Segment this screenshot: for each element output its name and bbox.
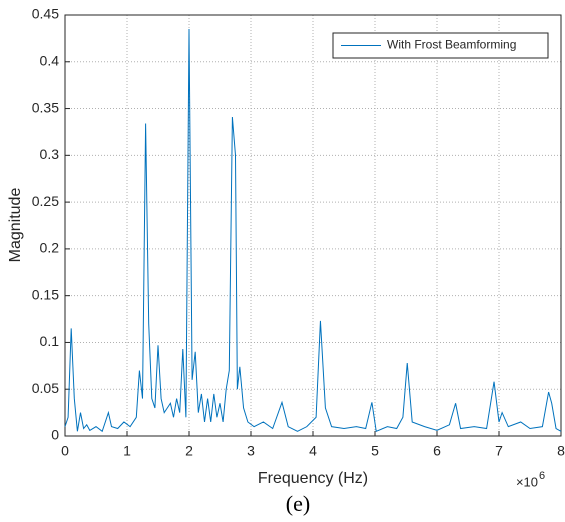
y-tick-label: 0.25 [32,193,59,209]
x-tick-label: 4 [309,443,317,459]
x-tick-label: 6 [433,443,441,459]
y-tick-label: 0.2 [40,240,60,256]
x-multiplier-exponent: 6 [539,470,545,482]
x-tick-label: 7 [495,443,503,459]
y-tick-label: 0.05 [32,380,59,396]
x-multiplier: ×10 [516,474,538,489]
y-tick-label: 0 [51,427,59,443]
x-tick-label: 5 [371,443,379,459]
x-axis-label: Frequency (Hz) [258,470,368,487]
y-tick-label: 0.3 [40,146,60,162]
y-tick-label: 0.1 [40,333,60,349]
y-tick-label: 0.15 [32,286,59,302]
y-axis-label: Magnitude [7,188,24,263]
y-tick-label: 0.4 [40,52,60,68]
caption: (e) [286,491,310,516]
legend-label: With Frost Beamforming [387,38,516,52]
x-tick-label: 3 [247,443,255,459]
x-tick-label: 8 [557,443,565,459]
x-tick-label: 2 [185,443,193,459]
x-tick-label: 1 [123,443,131,459]
plot-frame [64,14,562,437]
x-tick-label: 0 [61,443,69,459]
y-tick-label: 0.35 [32,99,59,115]
data-line [64,29,562,433]
y-tick-label: 0.45 [32,6,59,22]
